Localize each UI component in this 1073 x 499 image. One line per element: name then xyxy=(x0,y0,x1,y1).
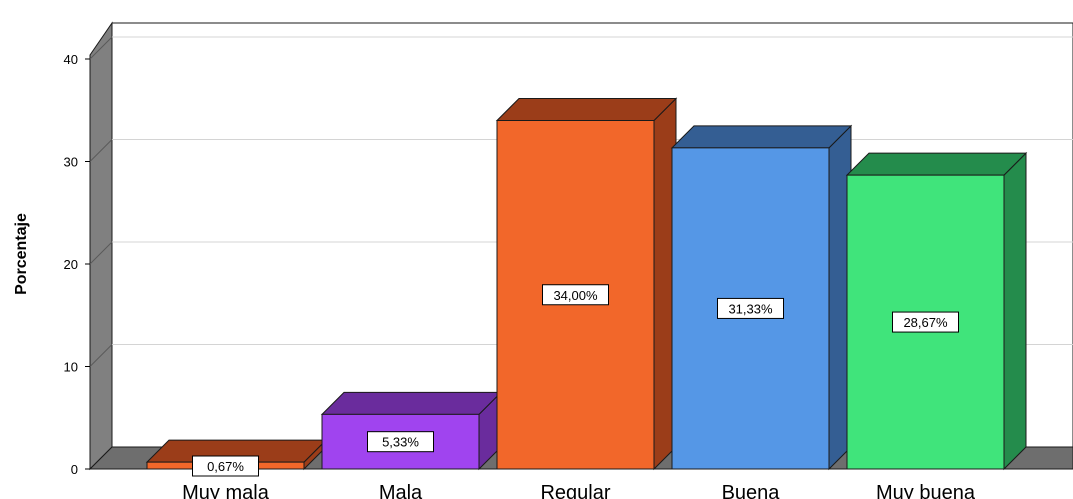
bar-5 xyxy=(845,151,1028,471)
x-tick-label: Regular xyxy=(540,482,610,499)
gridline-side xyxy=(89,241,113,265)
y-tick-label: 20 xyxy=(64,257,78,272)
data-label-text: 0,67% xyxy=(207,459,244,474)
data-label-2: 5,33% xyxy=(367,431,434,453)
data-label-text: 5,33% xyxy=(382,435,419,450)
data-label-5: 28,67% xyxy=(892,311,959,333)
x-axis-categories: Muy mala Mala Regular Buena Muy buena xyxy=(182,482,976,499)
x-tick-label: Muy mala xyxy=(182,482,270,499)
y-tick-label: 40 xyxy=(64,52,78,67)
y-axis-ticks: 0 10 20 30 40 xyxy=(64,52,90,477)
data-label-text: 31,33% xyxy=(728,301,773,316)
x-tick-label: Mala xyxy=(379,482,423,499)
data-label-1: 0,67% xyxy=(192,455,259,477)
data-labels: 0,67% 5,33% 34,00% 31,33% 28,67% xyxy=(192,284,959,477)
bar-4 xyxy=(670,124,853,471)
y-axis-label: Porcentaje xyxy=(13,213,30,295)
bar-top xyxy=(320,391,503,415)
x-tick-label: Buena xyxy=(722,482,781,499)
bar-top xyxy=(670,125,853,149)
y-tick-label: 0 xyxy=(71,462,78,477)
x-tick-label: Muy buena xyxy=(876,482,976,499)
data-label-box xyxy=(367,431,434,453)
y-tick-label: 10 xyxy=(64,360,78,375)
data-label-4: 31,33% xyxy=(717,297,784,319)
bar-2 xyxy=(320,391,503,471)
bars xyxy=(145,97,1028,471)
data-label-box xyxy=(892,311,959,333)
gridline-side xyxy=(89,139,113,162)
data-label-box xyxy=(717,297,784,319)
data-label-box xyxy=(542,284,609,306)
bar-top xyxy=(845,152,1028,176)
data-label-text: 34,00% xyxy=(553,288,598,303)
data-label-3: 34,00% xyxy=(542,284,609,306)
y-tick-label: 30 xyxy=(64,155,78,170)
gridline-side xyxy=(89,344,113,367)
bar-top xyxy=(495,98,678,121)
data-label-text: 28,67% xyxy=(903,315,948,330)
bar-side xyxy=(1003,151,1027,471)
gridline-side xyxy=(89,36,113,60)
bar-3 xyxy=(495,97,678,471)
data-label-box xyxy=(192,455,259,477)
